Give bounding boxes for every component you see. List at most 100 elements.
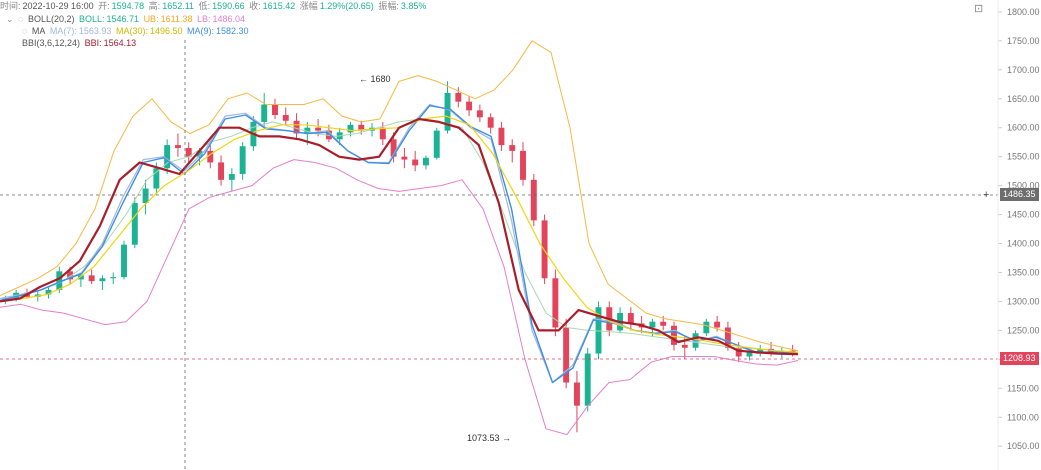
candle-body[interactable] xyxy=(509,145,516,151)
candle-body[interactable] xyxy=(228,174,235,180)
candle-body[interactable] xyxy=(131,202,138,245)
crosshair-price-tag: 1486.35 xyxy=(1000,188,1039,201)
ma-name: MA xyxy=(31,26,46,36)
y-tick-label: 1300.00 xyxy=(1007,296,1040,306)
y-tick-label: 1800.00 xyxy=(1007,7,1040,17)
candle-body[interactable] xyxy=(703,321,710,334)
candle-body[interactable] xyxy=(714,321,721,328)
candle-body[interactable] xyxy=(573,382,580,406)
candle-body[interactable] xyxy=(185,147,192,157)
low-label: 低: xyxy=(198,1,211,11)
bbi-row: BBI(3,6,12,24) BBI: 1564.13 xyxy=(22,37,138,49)
ma-row: ◌ MA MA(7): 1563.93 MA(30): 1496.50 MA(9):… xyxy=(22,25,251,37)
candle-body[interactable] xyxy=(272,104,278,115)
candle-body[interactable] xyxy=(433,130,440,158)
candle-body[interactable] xyxy=(552,278,559,328)
add-alert-icon[interactable]: + xyxy=(983,189,990,201)
candle-body[interactable] xyxy=(498,127,505,146)
candle-body[interactable] xyxy=(681,344,688,348)
candle-body[interactable] xyxy=(293,120,300,134)
expand-icon[interactable]: ⊡ xyxy=(974,3,984,15)
candle-body[interactable] xyxy=(401,156,408,160)
candle-body[interactable] xyxy=(358,124,365,131)
candle-body[interactable] xyxy=(735,347,742,357)
candle-body[interactable] xyxy=(45,289,52,295)
candle-body[interactable] xyxy=(67,271,74,280)
y-tick-label: 1450.00 xyxy=(1007,210,1040,220)
candle-body[interactable] xyxy=(239,146,246,175)
candle-body[interactable] xyxy=(77,275,84,280)
y-tick-label: 1100.00 xyxy=(1007,412,1039,422)
high-marker-value: 1680 xyxy=(370,74,391,84)
change-value: 1.29%(20.65) xyxy=(319,1,374,11)
candle-body[interactable] xyxy=(56,271,63,290)
chevron-down-icon[interactable]: ⌄ xyxy=(6,14,14,24)
y-tick-label: 1700.00 xyxy=(1007,65,1040,75)
bbi-value: 1564.13 xyxy=(103,38,137,48)
candle-body[interactable] xyxy=(422,157,429,166)
ma9-label: MA(9): xyxy=(187,26,215,36)
eye-icon[interactable]: ◌ xyxy=(22,26,28,36)
candle-body[interactable] xyxy=(444,92,451,131)
low-value: 1590.66 xyxy=(212,1,245,11)
boll-row: ⌄ ◌ BOLL(20,2) BOLL: 1546.71 UB: 1611.38 L… xyxy=(6,13,247,25)
candle-body[interactable] xyxy=(520,150,526,180)
candle-body[interactable] xyxy=(455,92,462,102)
amplitude-label: 振幅: xyxy=(378,1,399,11)
eye-icon[interactable]: ◌ xyxy=(18,14,24,24)
candle-body[interactable] xyxy=(99,278,106,282)
y-tick-label: 1350.00 xyxy=(1007,267,1040,277)
candle-body[interactable] xyxy=(412,159,419,166)
candle-body[interactable] xyxy=(768,348,775,354)
ma30-value: 1496.50 xyxy=(149,26,183,36)
boll-ub-value: 1611.38 xyxy=(160,14,193,24)
candle-body[interactable] xyxy=(757,348,764,353)
ma9-line xyxy=(0,105,799,384)
candle-body[interactable] xyxy=(207,150,214,163)
last-price-tag: 1208.93 xyxy=(1000,352,1039,365)
candle-body[interactable] xyxy=(142,188,149,203)
candle-body[interactable] xyxy=(153,168,160,189)
candle-body[interactable] xyxy=(347,124,354,133)
time-value: 2022-10-29 16:00 xyxy=(22,1,94,11)
candle-body[interactable] xyxy=(649,321,656,328)
candle-body[interactable] xyxy=(196,150,203,157)
candle-body[interactable] xyxy=(530,179,537,221)
candle-body[interactable] xyxy=(304,127,311,134)
candle-body[interactable] xyxy=(315,127,322,131)
candle-body[interactable] xyxy=(121,244,127,278)
candle-body[interactable] xyxy=(174,145,181,148)
boll-lb-label: LB: xyxy=(196,14,211,24)
high-value: 1652.11 xyxy=(162,1,195,11)
boll-mid-label: BOLL: xyxy=(78,14,105,24)
y-tick-label: 1400.00 xyxy=(1007,239,1040,249)
candle-body[interactable] xyxy=(584,353,591,406)
candle-body[interactable] xyxy=(88,275,95,282)
high-marker: ← 1680 xyxy=(359,74,391,84)
candle-body[interactable] xyxy=(487,117,494,128)
candle-body[interactable] xyxy=(563,327,570,383)
candle-body[interactable] xyxy=(660,321,667,326)
candle-body[interactable] xyxy=(671,325,677,345)
candle-body[interactable] xyxy=(724,327,731,348)
boll_mid-line xyxy=(0,118,799,353)
candle-body[interactable] xyxy=(379,127,386,140)
candle-body[interactable] xyxy=(627,313,634,324)
candle-body[interactable] xyxy=(466,101,473,111)
candle-body[interactable] xyxy=(282,114,289,121)
change-label: 涨幅 xyxy=(299,1,318,11)
candle-body[interactable] xyxy=(110,277,117,279)
ma7-value: 1563.93 xyxy=(78,26,112,36)
candle-body[interactable] xyxy=(595,307,602,354)
candle-body[interactable] xyxy=(541,220,548,279)
candle-body[interactable] xyxy=(390,139,397,157)
candle-body[interactable] xyxy=(164,145,171,169)
bbi-name: BBI(3,6,12,24) xyxy=(22,38,81,48)
candle-body[interactable] xyxy=(218,162,225,180)
ma30-line xyxy=(0,115,799,353)
close-value: 1615.42 xyxy=(262,1,296,11)
candle-body[interactable] xyxy=(261,104,268,122)
candle-body[interactable] xyxy=(476,110,483,118)
candle-body[interactable] xyxy=(746,352,753,357)
